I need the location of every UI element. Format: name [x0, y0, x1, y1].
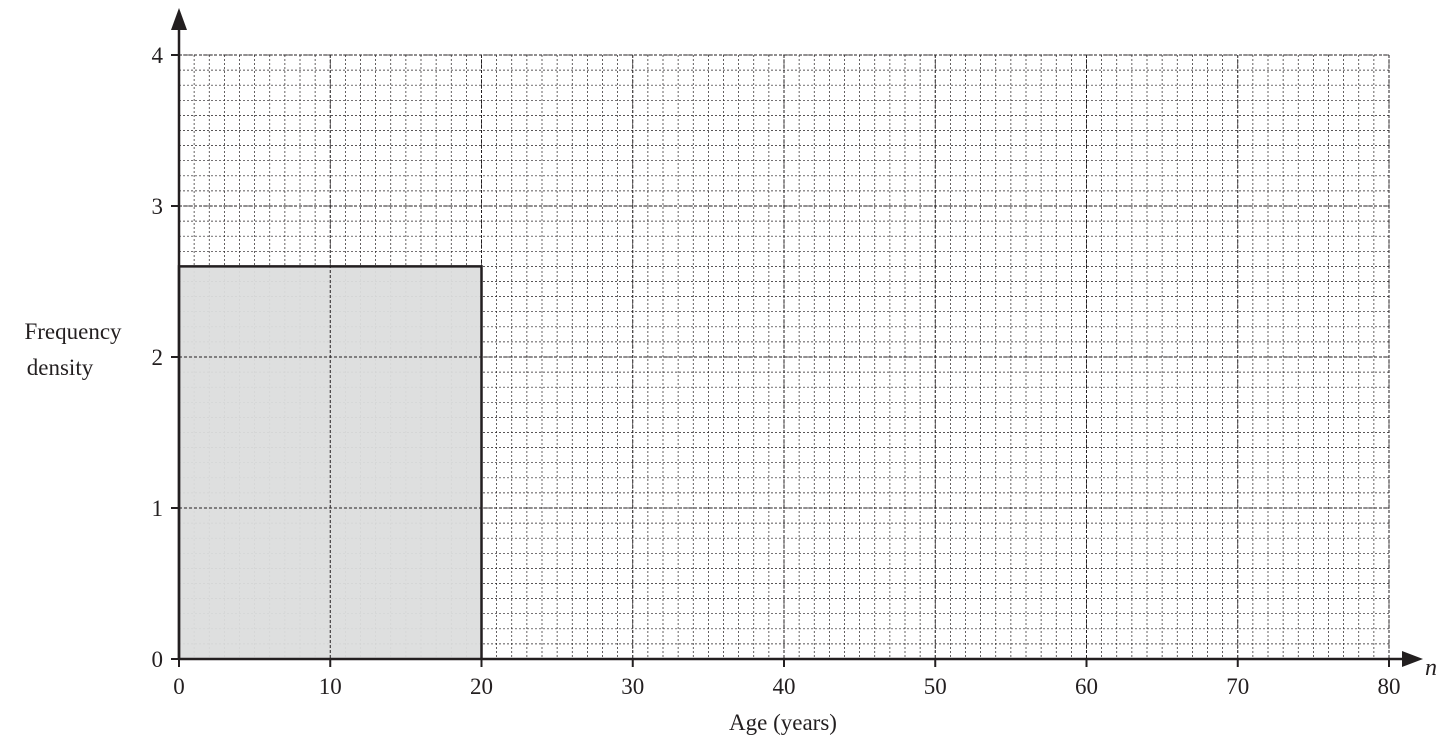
- y-axis-title-line-2: density: [27, 355, 94, 380]
- x-axis-title: Age (years): [729, 710, 837, 735]
- y-tick-label: 2: [152, 345, 164, 370]
- x-tick-label: 50: [924, 674, 947, 699]
- y-tick-label: 4: [152, 43, 164, 68]
- x-variable-label: n: [1425, 655, 1437, 681]
- y-tick-label: 0: [152, 647, 164, 672]
- axes: [171, 8, 1423, 667]
- x-axis-arrow: [1402, 651, 1423, 667]
- x-tick-label: 80: [1378, 674, 1401, 699]
- x-tick-label: 0: [173, 674, 185, 699]
- x-tick-label: 30: [621, 674, 644, 699]
- y-tick-label: 3: [152, 194, 164, 219]
- x-tick-label: 20: [470, 674, 493, 699]
- x-tick-label: 60: [1075, 674, 1098, 699]
- x-tick-label: 10: [319, 674, 342, 699]
- x-tick-label: 40: [773, 674, 796, 699]
- x-tick-label: 70: [1226, 674, 1249, 699]
- y-tick-labels: 0 1 2 3 4: [152, 43, 164, 672]
- y-axis-arrow: [171, 8, 187, 30]
- x-tick-labels: 0 10 20 30 40 50 60 70 80: [173, 674, 1400, 699]
- y-tick-label: 1: [152, 496, 164, 521]
- y-axis-title-line-1: Frequency: [24, 319, 122, 344]
